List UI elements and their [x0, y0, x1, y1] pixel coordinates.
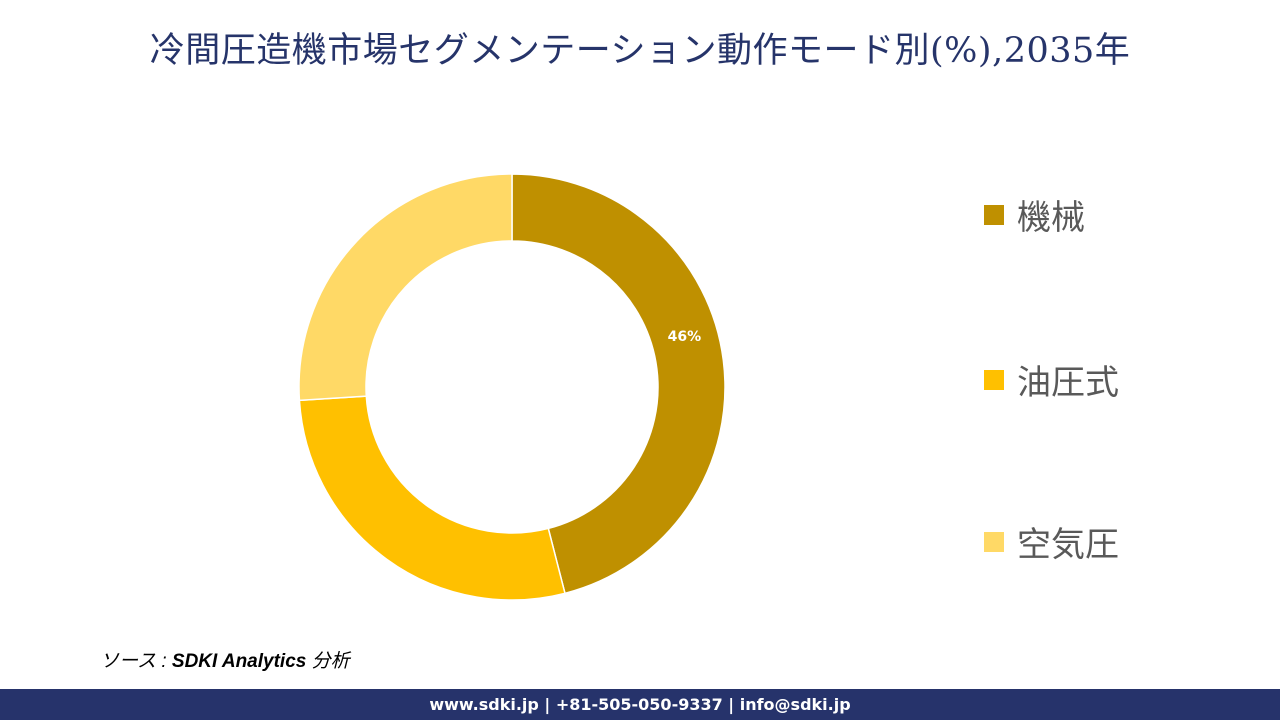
source-name: SDKI Analytics: [171, 651, 307, 672]
donut-chart: 46%: [290, 165, 740, 615]
donut-slice-0: [511, 173, 726, 595]
donut-svg: [298, 173, 726, 601]
legend-swatch-icon: [984, 204, 1004, 225]
source-suffix: 分析: [306, 651, 350, 672]
chart-title: 冷間圧造機市場セグメンテーション動作モード別(%),2035年: [149, 31, 1131, 71]
source-prefix: ソース :: [100, 651, 172, 672]
legend-label: 機械: [1017, 198, 1085, 238]
slice-label-mechanical: 46%: [667, 328, 702, 345]
source-note: ソース : SDKI Analytics 分析: [100, 646, 350, 673]
legend-item-pneumatic: 空気圧: [984, 517, 1119, 566]
donut-slice-1: [298, 395, 566, 601]
legend-item-mechanical: 機械: [984, 190, 1085, 239]
legend-swatch-icon: [984, 531, 1004, 552]
footer-contact-bar: www.sdki.jp | +81-505-050-9337 | info@sd…: [0, 689, 1280, 720]
legend-swatch-icon: [984, 369, 1004, 390]
legend-label: 空気圧: [1017, 525, 1119, 565]
legend-label: 油圧式: [1017, 363, 1119, 403]
legend-item-hydraulic: 油圧式: [984, 355, 1119, 404]
donut-slice-2: [298, 173, 513, 402]
